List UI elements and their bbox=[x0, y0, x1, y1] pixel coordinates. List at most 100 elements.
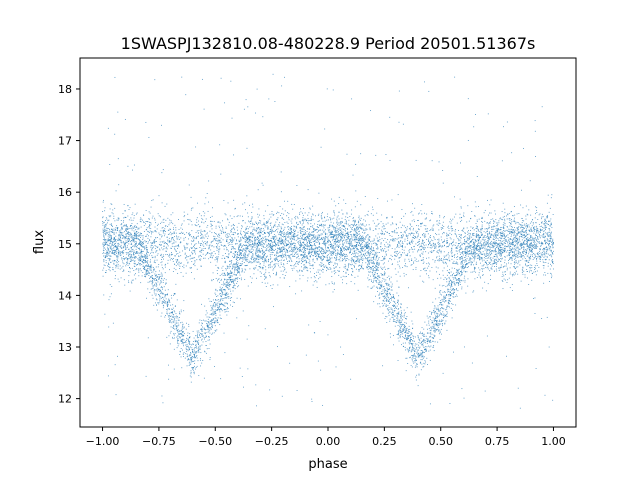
data-point bbox=[366, 247, 367, 249]
data-point bbox=[311, 250, 313, 252]
data-point bbox=[198, 375, 200, 377]
data-point bbox=[375, 277, 377, 278]
data-point bbox=[400, 303, 402, 305]
data-point bbox=[388, 298, 390, 300]
data-point bbox=[365, 246, 367, 248]
data-point bbox=[236, 233, 238, 235]
data-point bbox=[453, 216, 455, 218]
data-point bbox=[428, 262, 429, 264]
data-point bbox=[488, 255, 490, 257]
data-point bbox=[158, 290, 160, 292]
data-point bbox=[462, 252, 463, 254]
data-point bbox=[136, 252, 138, 254]
data-point bbox=[200, 250, 202, 252]
data-point bbox=[148, 272, 150, 273]
data-point bbox=[316, 281, 318, 283]
data-point bbox=[193, 337, 195, 339]
data-point bbox=[409, 339, 411, 341]
data-point bbox=[463, 227, 465, 229]
data-point bbox=[165, 225, 167, 227]
data-point bbox=[163, 255, 165, 257]
data-point bbox=[224, 289, 226, 290]
data-point bbox=[266, 245, 268, 247]
data-point bbox=[156, 259, 158, 261]
data-point bbox=[168, 316, 170, 318]
data-point bbox=[411, 332, 413, 334]
data-point bbox=[108, 244, 110, 246]
data-point bbox=[129, 251, 131, 253]
data-point bbox=[126, 253, 128, 255]
data-point bbox=[216, 296, 217, 297]
data-point bbox=[490, 219, 492, 220]
data-point bbox=[469, 241, 471, 243]
data-point bbox=[330, 219, 332, 221]
data-point bbox=[535, 274, 537, 276]
data-point bbox=[274, 263, 275, 265]
data-point bbox=[448, 234, 450, 236]
data-point bbox=[453, 239, 455, 241]
data-point bbox=[102, 216, 104, 218]
data-point bbox=[276, 258, 278, 259]
data-point bbox=[130, 217, 132, 219]
data-point bbox=[381, 233, 383, 235]
data-point bbox=[162, 268, 164, 270]
data-point bbox=[522, 226, 523, 228]
data-point bbox=[244, 231, 246, 233]
data-point bbox=[192, 252, 194, 254]
data-point bbox=[497, 252, 499, 254]
data-point bbox=[449, 291, 451, 293]
data-point bbox=[349, 252, 351, 254]
data-point bbox=[499, 239, 501, 241]
data-point bbox=[368, 237, 370, 239]
data-point bbox=[353, 265, 355, 267]
data-point bbox=[186, 365, 188, 367]
data-point bbox=[211, 313, 212, 315]
data-point bbox=[219, 306, 221, 308]
data-point bbox=[332, 227, 334, 229]
data-point bbox=[207, 210, 209, 212]
data-point bbox=[112, 250, 114, 251]
data-point bbox=[397, 237, 399, 239]
data-point bbox=[513, 231, 515, 233]
data-point bbox=[205, 197, 207, 199]
data-point bbox=[127, 204, 129, 206]
data-point bbox=[354, 262, 356, 264]
data-point bbox=[273, 227, 274, 229]
data-point bbox=[246, 247, 248, 248]
data-point bbox=[103, 226, 105, 228]
data-point bbox=[468, 243, 470, 244]
data-point bbox=[319, 246, 321, 248]
data-point bbox=[333, 247, 334, 249]
data-point bbox=[547, 265, 549, 267]
data-point bbox=[469, 233, 471, 235]
data-point bbox=[446, 313, 448, 315]
data-point bbox=[300, 244, 302, 246]
data-point bbox=[139, 239, 141, 241]
data-point bbox=[382, 263, 384, 265]
data-point bbox=[438, 323, 440, 325]
data-point bbox=[283, 231, 285, 233]
data-point bbox=[442, 260, 444, 262]
data-point bbox=[361, 236, 363, 237]
data-point bbox=[436, 220, 438, 222]
data-point bbox=[443, 278, 445, 280]
data-point bbox=[333, 222, 335, 224]
data-point bbox=[389, 311, 391, 313]
data-point bbox=[310, 220, 312, 222]
data-point bbox=[135, 231, 137, 232]
data-point bbox=[359, 255, 361, 257]
data-point bbox=[460, 248, 462, 250]
data-point bbox=[335, 237, 337, 239]
data-point bbox=[257, 216, 259, 218]
data-point bbox=[511, 226, 513, 227]
data-point bbox=[292, 232, 294, 233]
data-point bbox=[128, 262, 130, 264]
data-point bbox=[474, 257, 476, 259]
data-point bbox=[315, 245, 316, 247]
data-point bbox=[527, 237, 529, 239]
data-point bbox=[353, 225, 354, 227]
data-point bbox=[112, 248, 114, 250]
data-point bbox=[416, 366, 418, 368]
data-point bbox=[160, 291, 162, 293]
data-point bbox=[176, 253, 177, 255]
